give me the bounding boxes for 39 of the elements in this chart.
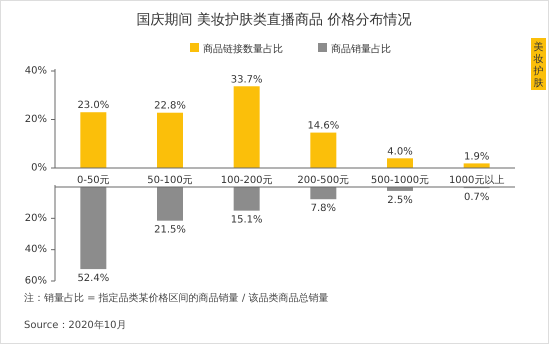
legend-label: 商品链接数量占比 — [203, 43, 283, 55]
data-label: 7.8% — [310, 203, 336, 214]
data-label: 15.1% — [230, 214, 263, 226]
text: 美妆护肤 — [532, 41, 544, 89]
x-tick-label: 0-50元 — [76, 175, 110, 186]
data-label: 0.7% — [464, 192, 490, 204]
bar — [310, 187, 336, 200]
bar — [157, 187, 183, 221]
source-note: Source：2020年10月 — [24, 319, 127, 331]
bar — [80, 187, 106, 270]
x-tick-label: 100-200元 — [220, 175, 273, 186]
data-label: 14.6% — [307, 120, 340, 132]
legend-label: 商品销量占比 — [331, 43, 391, 55]
y-tick-label: 20% — [24, 212, 47, 224]
data-label: 4.0% — [387, 146, 413, 158]
y-tick-label: 40% — [24, 244, 47, 256]
bar — [387, 158, 413, 168]
text: 注：销量占比 = 指定品类某价格区间的商品销量 / 该品类商品总销量 — [24, 292, 328, 304]
data-label: 23.0% — [77, 100, 110, 112]
y-tick-label: 40% — [24, 66, 47, 76]
x-tick-label: 1000元以上 — [448, 174, 504, 186]
y-tick-label: 60% — [24, 276, 47, 286]
x-tick-label: 500-1000元 — [370, 175, 430, 186]
chart-title: 国庆期间 美妆护肤类直播商品 价格分布情况 — [136, 12, 412, 28]
x-tick-label: 200-500元 — [297, 175, 350, 186]
bar — [234, 187, 260, 211]
data-label: 22.8% — [154, 100, 186, 112]
bar — [157, 112, 183, 168]
data-label: 2.5% — [387, 194, 413, 206]
bar — [80, 112, 106, 168]
bar — [310, 132, 336, 168]
data-label: 1.9% — [464, 151, 490, 162]
y-tick-label: 0% — [31, 162, 47, 174]
bar — [234, 86, 260, 168]
data-label: 33.7% — [230, 74, 263, 86]
data-label: 52.4% — [77, 273, 110, 284]
x-tick-label: 50-100元 — [147, 175, 193, 186]
y-tick-label: 20% — [24, 114, 47, 125]
data-label: 21.5% — [154, 224, 186, 236]
